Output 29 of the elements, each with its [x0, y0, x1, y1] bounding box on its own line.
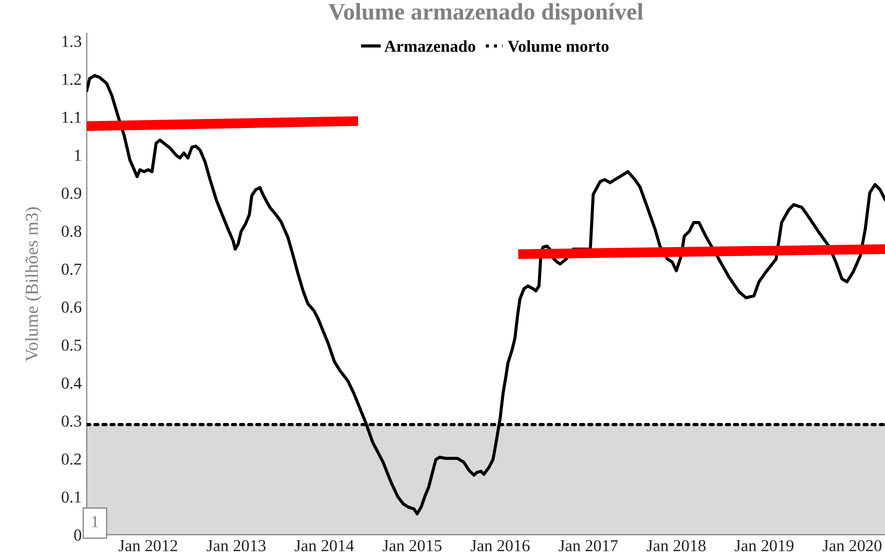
- annotation: 1: [92, 516, 98, 528]
- y-tick-label: 0.7: [62, 264, 82, 275]
- y-tick-label: 0.8: [62, 226, 82, 237]
- y-tick-label: 0.1: [62, 491, 81, 503]
- y-tick-label: 0: [74, 529, 82, 541]
- legend-label: Volume morto: [508, 40, 609, 52]
- y-tick-label: 1.3: [62, 36, 82, 48]
- y-tick-label: 0.3: [62, 415, 82, 427]
- y-tick-label: 1.2: [62, 74, 81, 86]
- x-tick-label: Jan 2016: [470, 540, 530, 552]
- y-tick-label: 1: [75, 150, 81, 161]
- x-tick-label: Jan 2013: [206, 540, 266, 552]
- y-tick-label: 0.2: [62, 453, 81, 465]
- line-series: [86, 74, 885, 516]
- y-tick-label: 0.4: [62, 378, 82, 389]
- x-tick-label: Jan 2018: [646, 540, 706, 552]
- x-tick-label: Jan 2015: [382, 540, 442, 552]
- x-tick-label: Jan 2012: [118, 540, 178, 552]
- x-tick-label: Jan 2017: [558, 540, 618, 552]
- y-tick-label: 0.5: [62, 340, 82, 351]
- x-tick-label: Jan 2019: [734, 540, 794, 552]
- y-tick-label: 1.1: [62, 112, 81, 123]
- chart-title: Volume armazenado disponível: [328, 3, 644, 25]
- y-tick-label: 0.9: [62, 188, 82, 199]
- x-tick-label: Jan 2020: [822, 540, 882, 552]
- x-tick-label: Jan 2014: [294, 540, 354, 552]
- y-tick-label: 0.6: [62, 302, 82, 313]
- legend-label: Armazenado: [384, 40, 476, 52]
- y-axis-title: Volume (Bilhões m3): [25, 207, 42, 362]
